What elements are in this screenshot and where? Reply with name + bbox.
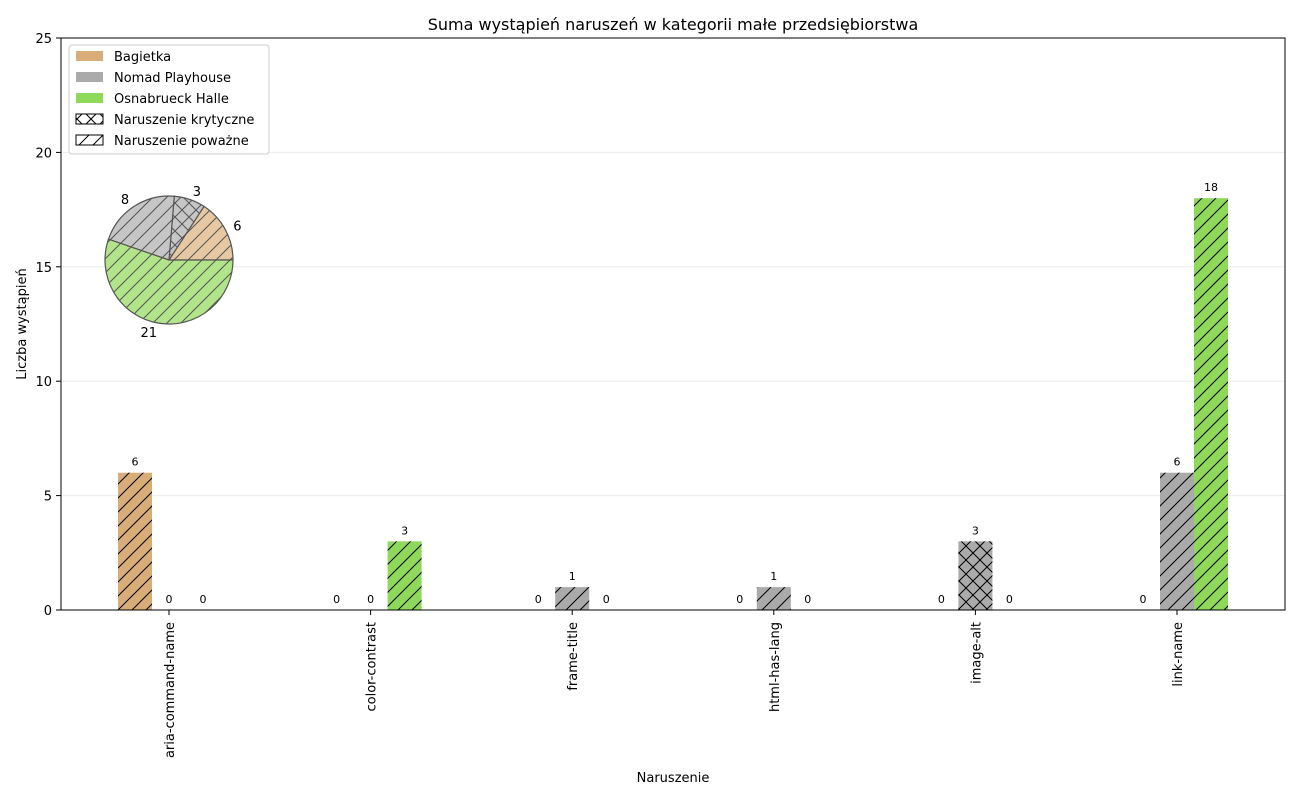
legend-label: Bagietka xyxy=(114,50,171,65)
pie-slice-hatch xyxy=(104,238,234,325)
legend-swatch-hatch xyxy=(75,113,104,125)
bar-value-label: 1 xyxy=(770,570,777,583)
legend-swatch xyxy=(76,72,103,82)
x-axis-ticks: aria-command-name color-contrast frame-tit… xyxy=(163,610,1186,758)
y-axis-label: Liczba wystąpień xyxy=(15,268,30,379)
x-axis-label: Naruszenie xyxy=(637,771,710,786)
x-tick-label: color-contrast xyxy=(365,622,380,712)
bar-value-label: 0 xyxy=(1006,593,1013,606)
grid xyxy=(61,151,1285,497)
y-tick-label: 5 xyxy=(44,490,52,505)
bar-value-label: 0 xyxy=(736,593,743,606)
bars xyxy=(118,198,1228,610)
legend-box xyxy=(68,44,270,155)
x-tick-label: frame-title xyxy=(566,622,581,691)
bar-value-label: 0 xyxy=(166,593,173,606)
legend: Bagietka Nomad Playhouse Osnabrueck Halle N… xyxy=(68,44,270,155)
bar-value-label: 0 xyxy=(535,593,542,606)
plot-frame xyxy=(60,37,1286,611)
value-labels: 6 0 0 0 0 3 0 1 0 0 1 0 0 3 0 0 6 18 xyxy=(132,181,1219,606)
pie-slice-label: 6 xyxy=(233,219,241,234)
pie-slice-label: 3 xyxy=(193,185,201,200)
bar-value-label: 0 xyxy=(333,593,340,606)
bar-hatch xyxy=(1160,472,1194,610)
legend-label: Nomad Playhouse xyxy=(114,71,231,86)
y-tick-label: 0 xyxy=(44,604,52,619)
bar-value-label: 0 xyxy=(603,593,610,606)
bar-value-label: 0 xyxy=(804,593,811,606)
bar-value-label: 3 xyxy=(972,524,979,537)
legend-swatch-hatch xyxy=(75,134,104,146)
bar-hatch xyxy=(756,587,791,610)
y-tick-label: 10 xyxy=(35,375,52,390)
pie-slice-hatch xyxy=(107,195,175,261)
legend-items: Bagietka Nomad Playhouse Osnabrueck Halle N… xyxy=(75,50,254,149)
bar-hatch xyxy=(387,541,422,610)
bar-value-label: 0 xyxy=(200,593,207,606)
pie-slice-label: 8 xyxy=(121,193,129,208)
x-tick-label: aria-command-name xyxy=(163,622,178,758)
x-tick-label: link-name xyxy=(1171,622,1186,687)
x-tick-label: html-has-lang xyxy=(768,622,783,712)
y-tick-label: 25 xyxy=(35,32,52,47)
bar-value-label: 0 xyxy=(367,593,374,606)
bar-value-label: 6 xyxy=(132,456,139,469)
bar-hatch xyxy=(555,587,590,610)
pie-slice-hatch xyxy=(167,205,234,261)
bar-value-label: 0 xyxy=(1140,593,1147,606)
bar-value-label: 18 xyxy=(1204,181,1218,194)
y-tick-label: 20 xyxy=(35,146,52,161)
bar-value-label: 6 xyxy=(1174,456,1181,469)
chart-title: Suma wystąpień naruszeń w kategorii małe… xyxy=(428,15,919,34)
x-tick-label: image-alt xyxy=(969,622,984,684)
bar-value-label: 3 xyxy=(401,524,408,537)
bar-hatch xyxy=(118,472,152,610)
bar-hatch xyxy=(1194,198,1228,610)
bar-value-label: 1 xyxy=(569,570,576,583)
legend-label: Naruszenie poważne xyxy=(114,134,249,149)
legend-label: Osnabrueck Halle xyxy=(114,92,229,107)
y-axis-ticks: 0 5 10 15 20 25 xyxy=(35,32,61,619)
pie-slice-label: 21 xyxy=(140,326,157,341)
bar-hatch xyxy=(958,541,993,610)
legend-swatch xyxy=(76,51,103,61)
y-tick-label: 15 xyxy=(35,261,52,276)
bar-value-label: 0 xyxy=(938,593,945,606)
legend-swatch xyxy=(76,93,103,103)
pie-inset: 6 3 8 21 xyxy=(104,185,241,341)
legend-label: Naruszenie krytyczne xyxy=(114,113,254,128)
